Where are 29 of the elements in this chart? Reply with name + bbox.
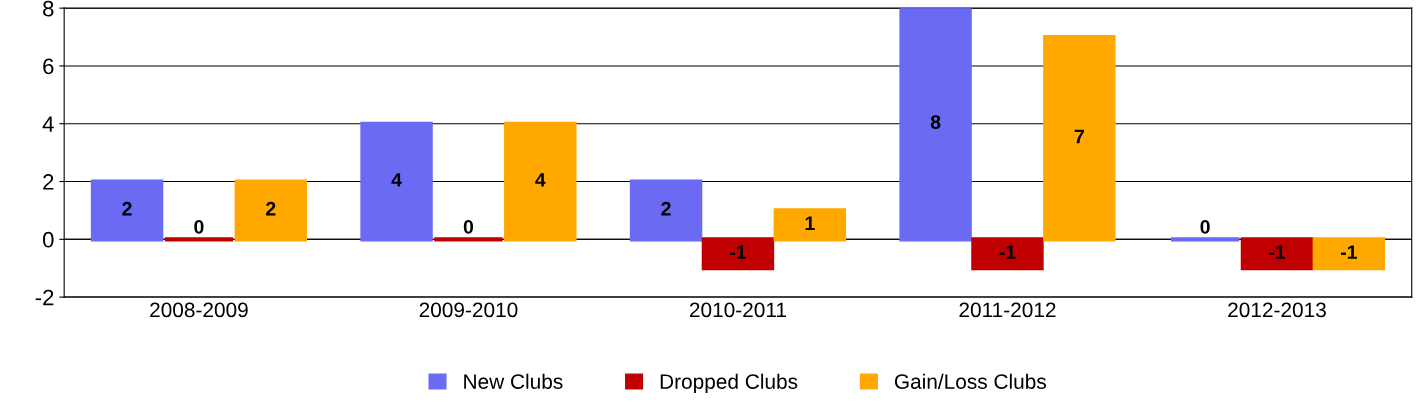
y-tick-label: 2 xyxy=(43,174,54,190)
x-tick-label: 2012-2013 xyxy=(1228,302,1326,318)
data-label: 0 xyxy=(1200,219,1210,234)
data-label: -1 xyxy=(1340,245,1357,259)
y-tick-label: 4 xyxy=(42,116,54,132)
y-tick-label: 8 xyxy=(43,0,54,17)
data-label: -1 xyxy=(999,245,1016,259)
data-label: 2 xyxy=(122,201,132,216)
legend-label: Gain/Loss Clubs xyxy=(894,373,1046,389)
data-label: 4 xyxy=(391,173,402,187)
y-tick-label: -2 xyxy=(35,289,54,306)
data-label: 7 xyxy=(1074,129,1084,144)
x-tick-label: 2011-2012 xyxy=(959,302,1056,318)
legend-label: New Clubs xyxy=(464,373,563,389)
x-tick-label: 2008-2009 xyxy=(150,302,248,318)
data-label: 4 xyxy=(535,173,546,187)
x-tick-label: 2009-2010 xyxy=(419,302,518,318)
legend-label: Dropped Clubs xyxy=(660,373,798,394)
data-label: 1 xyxy=(805,216,815,230)
data-label: 0 xyxy=(194,219,204,234)
x-tick-label: 2010-2011 xyxy=(689,302,786,318)
data-label: 8 xyxy=(930,115,941,129)
y-tick-label: 0 xyxy=(42,231,54,248)
data-label: -1 xyxy=(730,245,747,259)
data-label: -1 xyxy=(1269,245,1286,259)
y-tick-label: 6 xyxy=(43,58,54,75)
data-label: 2 xyxy=(661,201,671,216)
data-label: 2 xyxy=(266,201,276,216)
data-label: 0 xyxy=(463,219,474,234)
